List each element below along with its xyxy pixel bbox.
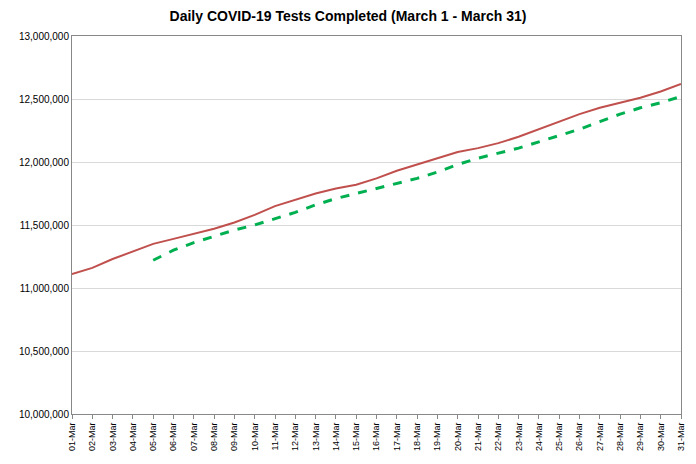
svg-text:24-Mar: 24-Mar (534, 423, 544, 452)
svg-text:04-Mar: 04-Mar (128, 423, 138, 452)
svg-text:27-Mar: 27-Mar (595, 423, 605, 452)
svg-text:15-Mar: 15-Mar (351, 423, 361, 452)
svg-text:07-Mar: 07-Mar (189, 423, 199, 452)
svg-text:13-Mar: 13-Mar (311, 423, 321, 452)
svg-text:03-Mar: 03-Mar (108, 423, 118, 452)
svg-text:02-Mar: 02-Mar (87, 423, 97, 452)
svg-text:10,000,000: 10,000,000 (19, 409, 69, 420)
svg-text:23-Mar: 23-Mar (514, 423, 524, 452)
svg-text:25-Mar: 25-Mar (554, 423, 564, 452)
svg-text:19-Mar: 19-Mar (432, 423, 442, 452)
svg-text:11,500,000: 11,500,000 (20, 220, 70, 231)
svg-text:12,500,000: 12,500,000 (19, 94, 69, 105)
svg-text:21-Mar: 21-Mar (473, 423, 483, 452)
svg-text:01-Mar: 01-Mar (67, 423, 77, 452)
svg-text:29-Mar: 29-Mar (635, 423, 645, 452)
svg-text:17-Mar: 17-Mar (392, 423, 402, 452)
svg-text:12,000,000: 12,000,000 (19, 157, 69, 168)
svg-text:14-Mar: 14-Mar (331, 423, 341, 452)
svg-text:10-Mar: 10-Mar (250, 423, 260, 452)
svg-text:18-Mar: 18-Mar (412, 423, 422, 452)
svg-text:22-Mar: 22-Mar (493, 423, 503, 452)
svg-text:13,000,000: 13,000,000 (19, 31, 69, 42)
svg-text:10,500,000: 10,500,000 (19, 346, 69, 357)
svg-text:12-Mar: 12-Mar (290, 423, 300, 452)
svg-text:30-Mar: 30-Mar (656, 423, 666, 452)
svg-text:20-Mar: 20-Mar (453, 423, 463, 452)
svg-text:11,000,000: 11,000,000 (20, 283, 70, 294)
svg-text:06-Mar: 06-Mar (168, 423, 178, 452)
svg-text:28-Mar: 28-Mar (615, 423, 625, 452)
svg-text:26-Mar: 26-Mar (574, 423, 584, 452)
svg-text:05-Mar: 05-Mar (148, 423, 158, 452)
svg-text:Daily COVID-19 Tests Completed: Daily COVID-19 Tests Completed (March 1 … (170, 8, 527, 24)
svg-text:11-Mar: 11-Mar (270, 423, 280, 451)
svg-text:16-Mar: 16-Mar (371, 423, 381, 452)
svg-text:09-Mar: 09-Mar (229, 423, 239, 452)
svg-text:31-Mar: 31-Mar (676, 423, 686, 452)
svg-text:08-Mar: 08-Mar (209, 423, 219, 452)
